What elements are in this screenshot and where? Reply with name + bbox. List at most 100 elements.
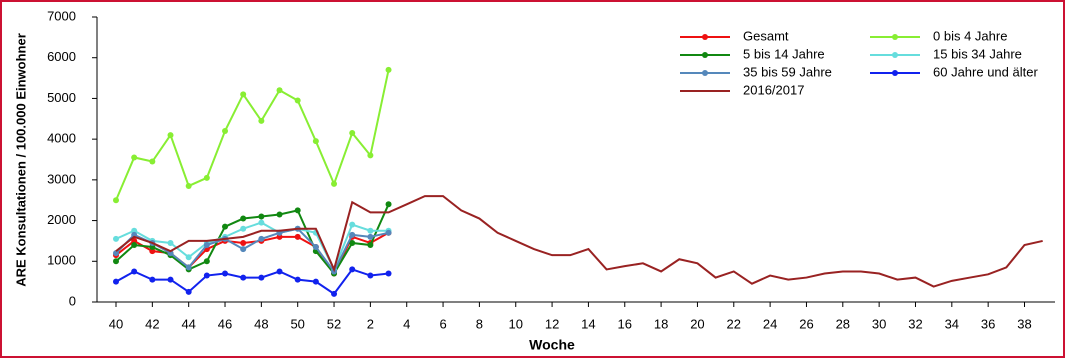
point	[240, 215, 247, 222]
legend-label: 2016/2017	[743, 82, 804, 97]
legend-marker	[702, 34, 708, 40]
point	[113, 250, 119, 257]
x-tick-label: 20	[690, 316, 704, 331]
legend-label: 60 Jahre und älter	[933, 64, 1038, 79]
point	[367, 272, 374, 279]
y-tick-label: 3000	[47, 171, 76, 186]
legend-label: Gesamt	[743, 28, 789, 43]
point	[258, 274, 265, 281]
point	[167, 239, 174, 246]
x-tick-label: 10	[509, 316, 523, 331]
point	[276, 268, 283, 275]
point	[185, 182, 192, 189]
series-line	[115, 221, 389, 272]
x-tick-label: 6	[439, 316, 446, 331]
y-tick-label: 0	[69, 293, 76, 308]
point	[203, 258, 210, 265]
legend-marker	[892, 34, 898, 40]
point	[385, 66, 392, 73]
x-tick-label: 42	[145, 316, 159, 331]
point	[222, 128, 229, 134]
x-axis-label: Woche	[529, 337, 575, 353]
y-tick-label: 1000	[47, 253, 76, 268]
legend-label: 5 bis 14 Jahre	[743, 46, 825, 61]
point	[113, 197, 119, 204]
point	[294, 276, 301, 283]
point	[113, 235, 119, 242]
point	[294, 207, 301, 214]
x-tick-label: 44	[181, 316, 195, 331]
point	[131, 154, 138, 161]
point	[167, 276, 174, 283]
point	[131, 242, 138, 248]
point	[203, 174, 210, 181]
point	[131, 268, 138, 275]
point	[240, 239, 247, 246]
point	[312, 278, 319, 285]
x-tick-label: 16	[618, 316, 632, 331]
point	[367, 152, 374, 159]
point	[349, 221, 356, 228]
x-tick-label: 28	[836, 316, 850, 331]
point	[222, 270, 229, 277]
point	[203, 242, 210, 248]
x-tick-label: 34	[945, 316, 959, 331]
series-line	[115, 268, 389, 296]
point	[331, 290, 338, 297]
x-tick-label: 36	[981, 316, 995, 331]
point	[367, 242, 374, 248]
point	[385, 201, 392, 208]
point	[167, 132, 174, 139]
y-tick-label: 4000	[47, 131, 76, 146]
x-tick-label: 48	[254, 316, 268, 331]
point	[149, 158, 156, 165]
x-tick-label: 30	[872, 316, 886, 331]
point	[276, 87, 283, 94]
point	[203, 272, 210, 279]
x-tick-label: 8	[476, 316, 483, 331]
point	[222, 223, 229, 230]
x-tick-label: 32	[908, 316, 922, 331]
point	[276, 211, 283, 218]
point	[349, 239, 356, 246]
point	[294, 233, 301, 240]
y-tick-label: 5000	[47, 90, 76, 105]
point	[367, 227, 374, 234]
point	[385, 229, 392, 236]
x-tick-label: 40	[109, 316, 123, 331]
y-tick-label: 7000	[47, 8, 76, 23]
series-line	[115, 231, 390, 276]
point	[349, 266, 356, 273]
x-tick-label: 26	[799, 316, 813, 331]
y-tick-label: 2000	[47, 212, 76, 227]
x-tick-label: 14	[581, 316, 595, 331]
x-tick-label: 24	[763, 316, 777, 331]
point	[258, 235, 265, 242]
legend-marker	[892, 70, 898, 76]
point	[258, 117, 265, 124]
point	[185, 254, 192, 261]
x-tick-label: 38	[1017, 316, 1031, 331]
point	[240, 225, 247, 232]
point	[167, 250, 174, 257]
point	[240, 274, 247, 281]
x-tick-label: 52	[327, 316, 341, 331]
x-tick-label: 18	[654, 316, 668, 331]
point	[113, 278, 119, 285]
x-tick-label: 2	[367, 316, 374, 331]
series-line	[115, 69, 390, 201]
point	[312, 138, 319, 145]
y-axis-label: ARE Konsultationen / 100.000 Einwohner	[13, 33, 28, 287]
series-line	[115, 203, 390, 276]
point	[331, 180, 338, 187]
legend-label: 0 bis 4 Jahre	[933, 28, 1007, 43]
x-tick-label: 4	[403, 316, 410, 331]
x-tick-label: 12	[545, 316, 559, 331]
x-tick-label: 46	[218, 316, 232, 331]
series-line	[115, 195, 1043, 288]
point	[185, 264, 192, 271]
legend-marker	[702, 52, 708, 58]
point	[349, 130, 356, 137]
